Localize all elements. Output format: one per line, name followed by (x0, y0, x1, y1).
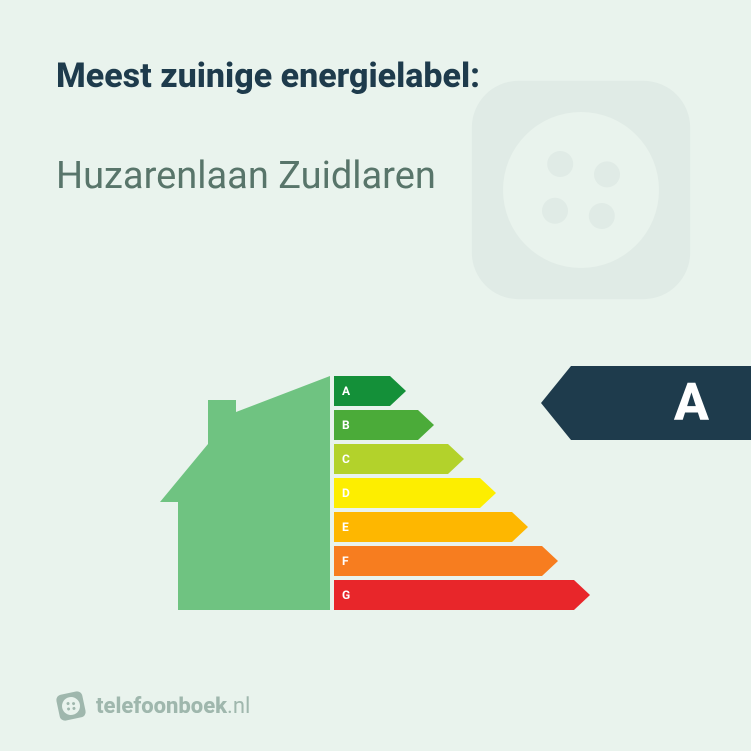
footer-brand-bold: telefoonboek (96, 694, 227, 719)
energy-bar-label: C (342, 452, 350, 466)
energy-bar-label: D (342, 486, 350, 500)
rating-letter: A (674, 377, 709, 429)
page-title: Meest zuinige energielabel: (56, 56, 695, 96)
energy-bar-label: F (342, 554, 349, 568)
energy-bar-g: G (334, 580, 634, 610)
location-subtitle: Huzarenlaan Zuidlaren (56, 154, 695, 198)
footer: telefoonboek.nl (56, 691, 250, 721)
energy-bar-c: C (334, 444, 634, 474)
energy-bar-label: G (342, 588, 350, 602)
footer-brand: telefoonboek.nl (96, 694, 250, 719)
footer-brand-light: .nl (227, 694, 250, 719)
rating-badge: A (541, 366, 751, 440)
energy-card: Meest zuinige energielabel: Huzarenlaan … (0, 0, 751, 751)
energy-bar-label: E (342, 520, 349, 534)
energy-bar-label: B (342, 418, 350, 432)
energy-bar-e: E (334, 512, 634, 542)
footer-logo-icon (53, 688, 89, 724)
energy-bar-d: D (334, 478, 634, 508)
energy-bar-label: A (342, 384, 350, 398)
house-icon (160, 376, 330, 610)
energy-bar-f: F (334, 546, 634, 576)
